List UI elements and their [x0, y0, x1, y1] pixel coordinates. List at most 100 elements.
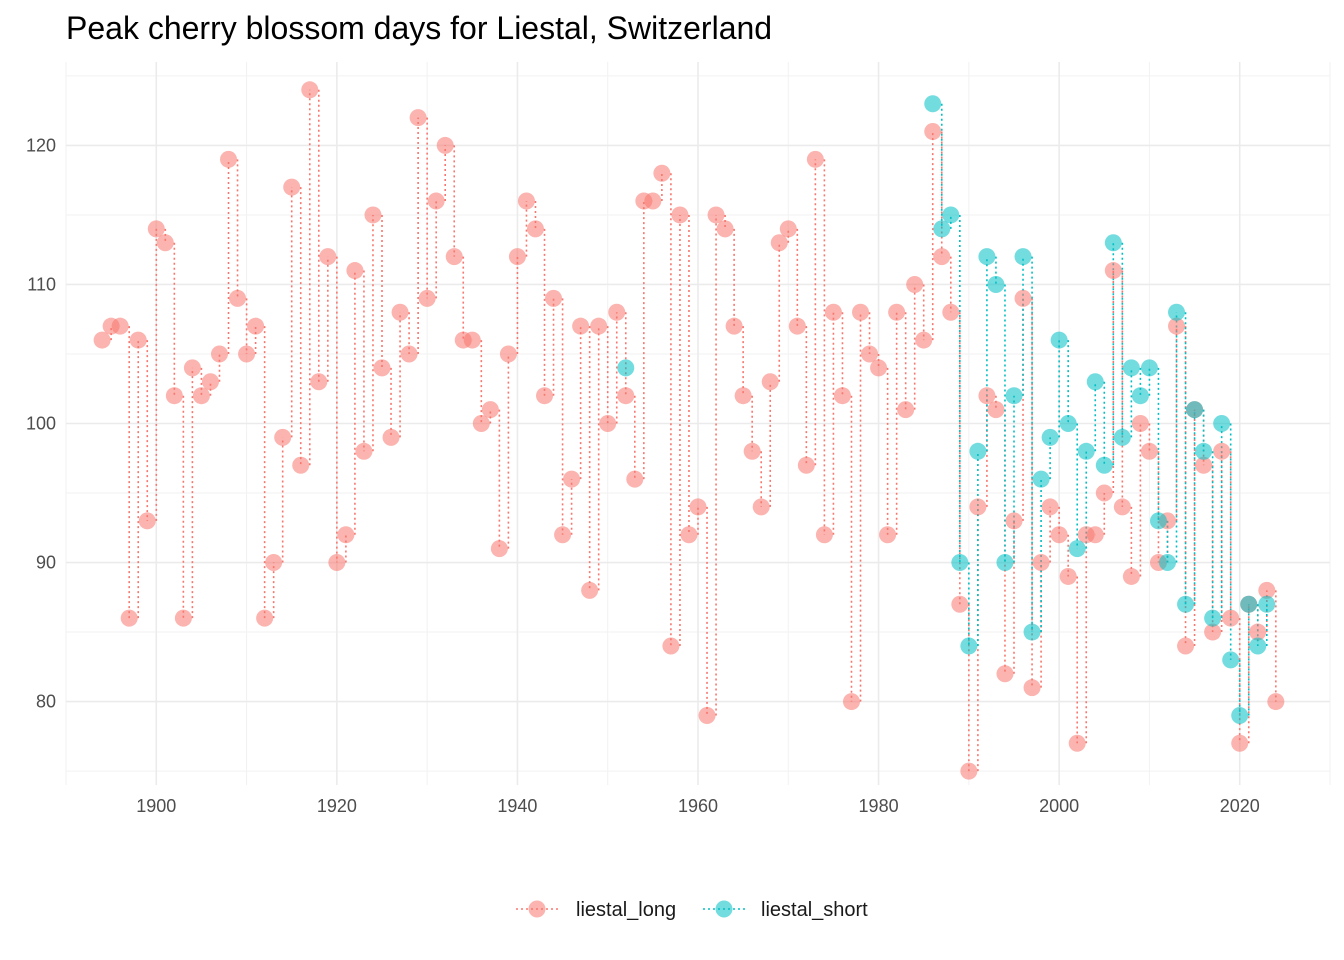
data-point	[274, 428, 292, 446]
data-point	[292, 456, 310, 474]
data-point	[1240, 595, 1258, 613]
data-point	[987, 275, 1005, 293]
data-point	[192, 387, 210, 405]
data-point	[481, 401, 499, 419]
x-tick-label: 2020	[1220, 796, 1260, 816]
y-tick-label: 110	[27, 274, 56, 294]
data-point	[201, 373, 219, 391]
data-point	[1041, 428, 1059, 446]
data-point	[373, 359, 391, 377]
data-point	[951, 595, 969, 613]
data-point	[409, 109, 427, 127]
data-point	[617, 387, 635, 405]
data-point	[680, 526, 698, 544]
data-point	[183, 359, 201, 377]
data-point	[1158, 554, 1176, 572]
data-point	[283, 178, 301, 196]
x-tick-label: 1980	[859, 796, 899, 816]
data-point	[779, 220, 797, 238]
y-tick-label: 80	[36, 692, 56, 712]
data-point	[987, 401, 1005, 419]
data-point	[1059, 415, 1077, 432]
data-point	[536, 387, 554, 405]
data-point	[1213, 442, 1231, 460]
data-point	[725, 317, 743, 335]
data-point	[129, 331, 147, 349]
data-point	[1104, 262, 1122, 280]
data-point	[229, 289, 247, 307]
data-point	[707, 206, 725, 224]
data-point	[445, 248, 463, 266]
data-point	[364, 206, 382, 224]
data-point	[698, 706, 716, 724]
data-point	[1068, 540, 1086, 558]
data-point	[906, 275, 924, 293]
data-point	[1258, 581, 1276, 599]
data-point	[716, 220, 734, 238]
data-point	[1095, 484, 1113, 502]
data-point	[960, 762, 978, 780]
data-point	[238, 345, 256, 363]
data-point	[391, 303, 409, 321]
data-point	[833, 387, 851, 405]
axis-labels: 1900 1920 1940 1960 1980 2000 2020 80 90 100 110 12…	[26, 135, 1260, 816]
data-point	[1195, 456, 1213, 474]
data-point	[1177, 595, 1195, 613]
data-point	[1059, 567, 1077, 585]
data-point	[617, 359, 635, 377]
data-point	[418, 289, 436, 307]
data-point	[328, 554, 346, 572]
data-point	[490, 540, 508, 558]
data-point	[265, 554, 283, 572]
data-point	[1231, 734, 1249, 752]
data-point	[1249, 637, 1267, 655]
data-point	[1177, 637, 1195, 655]
data-point	[761, 373, 779, 391]
data-point	[1249, 623, 1267, 641]
data-point	[572, 317, 590, 335]
data-point	[897, 401, 915, 419]
data-point	[626, 470, 644, 488]
data-point	[1204, 609, 1222, 627]
data-point	[517, 192, 535, 210]
data-point	[508, 248, 526, 266]
grid-layer	[65, 62, 1331, 785]
data-point	[743, 442, 761, 460]
data-point	[1149, 512, 1167, 530]
data-point	[1222, 651, 1240, 669]
x-tick-label: 2000	[1039, 796, 1079, 816]
data-point	[933, 248, 951, 266]
data-point	[1186, 401, 1204, 419]
data-point	[1077, 442, 1095, 460]
data-point	[147, 220, 165, 238]
data-point	[1258, 595, 1276, 613]
data-point	[247, 317, 265, 335]
data-point	[996, 665, 1014, 683]
legend: liestal_long liestal_short	[516, 899, 868, 921]
data-point	[93, 331, 111, 349]
data-point	[1131, 415, 1149, 432]
data-point	[111, 317, 129, 335]
data-point	[1086, 526, 1104, 544]
data-point	[1050, 331, 1068, 349]
data-point	[671, 206, 689, 224]
data-point	[1050, 526, 1068, 544]
data-point	[1104, 234, 1122, 252]
legend-label: liestal_long	[576, 899, 676, 921]
data-point	[156, 234, 174, 252]
data-point	[1032, 554, 1050, 572]
data-point	[734, 387, 752, 405]
data-point	[463, 331, 481, 349]
data-point	[1122, 359, 1140, 377]
data-point	[1023, 679, 1041, 697]
point-layer	[93, 81, 1285, 780]
data-point	[310, 373, 328, 391]
data-point	[815, 526, 833, 544]
data-point	[608, 303, 626, 321]
data-point	[581, 581, 599, 599]
data-point	[174, 609, 192, 627]
data-point	[1113, 428, 1131, 446]
data-point	[1222, 609, 1240, 627]
data-point	[924, 123, 942, 141]
data-point	[1014, 289, 1032, 307]
